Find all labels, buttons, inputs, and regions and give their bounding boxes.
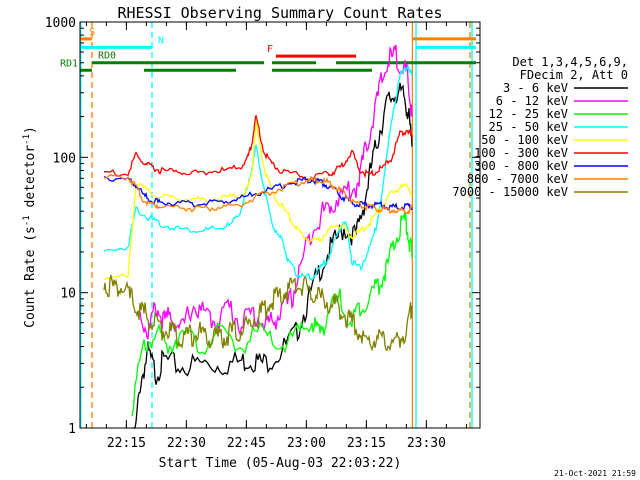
legend-label-7: 800 - 7000 keV — [467, 172, 568, 186]
x-tick-label: 22:30 — [167, 436, 206, 451]
instrument-marker-lines — [80, 22, 473, 428]
count-rate-series — [103, 44, 413, 429]
legend-label-6: 300 - 800 keV — [474, 159, 568, 173]
legend-label-1: 6 - 12 keV — [496, 94, 568, 108]
observing-flag-bars: S N RD0 RD1 F — [60, 27, 476, 72]
legend-label-8: 7000 - 15000 keV — [452, 185, 568, 199]
series-line-5 — [104, 114, 413, 182]
legend-label-5: 100 - 300 keV — [474, 146, 568, 160]
series-line-8 — [103, 273, 413, 352]
x-tick-label: 23:30 — [407, 436, 446, 451]
plot-frame — [79, 21, 481, 429]
legend-label-3: 25 - 50 keV — [489, 120, 568, 134]
legend-label-2: 12 - 25 keV — [489, 107, 568, 121]
x-tick-label: 22:45 — [227, 436, 266, 451]
y-tick-label: 1000 — [45, 16, 76, 31]
legend-header-line-1: Det 1,3,4,5,6,9, — [512, 55, 628, 69]
x-tick-label: 23:15 — [347, 436, 386, 451]
flag-label-rd1: RD1 — [60, 58, 78, 69]
flag-label-s: S — [89, 27, 95, 38]
legend-label-4: 50 - 100 keV — [481, 133, 568, 147]
flag-label-n: N — [158, 35, 164, 46]
series-line-6 — [103, 176, 413, 212]
y-axis-label-main: Count Rate (s — [23, 226, 38, 328]
series-line-2 — [131, 212, 413, 417]
series-line-7 — [103, 174, 413, 215]
legend-header-line-2: FDecim 2, Att 0 — [520, 68, 628, 82]
y-axis-label-exponent: -1 — [22, 215, 32, 226]
x-tick-label: 23:00 — [287, 436, 326, 451]
series-line-3 — [103, 64, 413, 282]
y-axis-label: Count Rate (s-1 detector-1) — [22, 126, 38, 328]
flag-label-rd0: RD0 — [98, 51, 116, 62]
y-tick-label: 1 — [68, 422, 76, 437]
y-tick-label: 100 — [53, 151, 76, 166]
generated-timestamp: 21-Oct-2021 21:59 — [554, 469, 636, 478]
y-tick-label: 10 — [60, 287, 76, 302]
y-axis-label-close: ) — [23, 126, 38, 134]
y-axis-label-tail: detector — [23, 145, 38, 216]
legend-label-0: 3 - 6 keV — [503, 81, 568, 95]
x-axis-label: Start Time (05-Aug-03 22:03:22) — [159, 456, 402, 471]
flag-label-f: F — [267, 44, 273, 55]
y-axis-label-tail-exponent: -1 — [22, 134, 32, 145]
x-tick-label: 22:15 — [107, 436, 146, 451]
chart-title: RHESSI Observing Summary Count Rates — [117, 4, 442, 22]
axes: 1 10 100 1000 22:15 22:30 22:45 23:00 23:15 23:30 — [45, 16, 481, 451]
